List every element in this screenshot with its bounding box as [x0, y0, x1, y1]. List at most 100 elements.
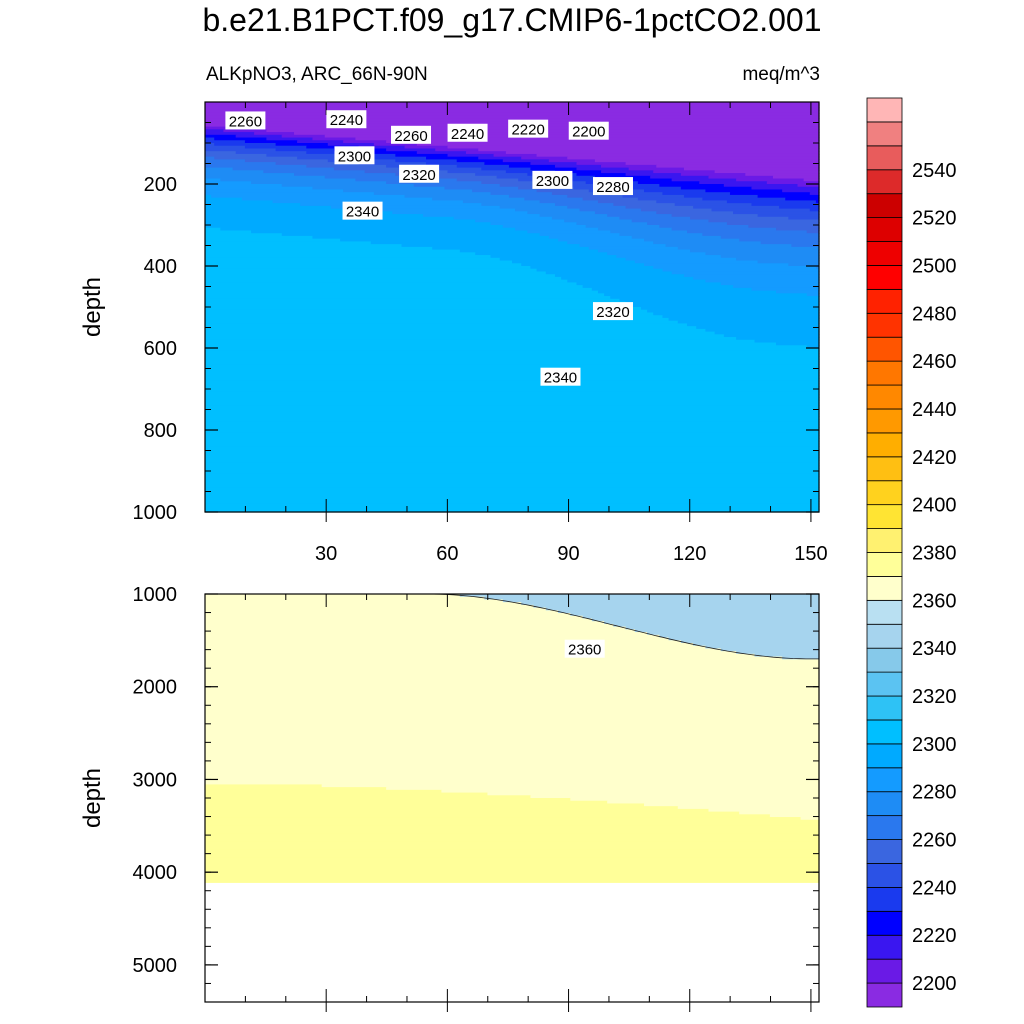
panel-2-fill: [205, 594, 820, 883]
colorbar-cell: [866, 719, 903, 745]
colorbar-tick-label: 2520: [912, 208, 957, 230]
colorbar-cell: [866, 767, 903, 793]
colorbar-cell: [866, 456, 903, 482]
colorbar-cell: [866, 384, 903, 410]
x-tick-label: 60: [436, 543, 458, 565]
svg-text:2320: 2320: [402, 167, 435, 184]
colorbar-cell: [866, 647, 903, 673]
svg-text:2240: 2240: [451, 126, 484, 143]
colorbar-cell: [866, 910, 903, 936]
svg-text:2340: 2340: [346, 204, 379, 221]
svg-text:2240: 2240: [330, 112, 363, 129]
colorbar-cell: [866, 839, 903, 864]
panel-1-fill: [205, 102, 820, 513]
svg-text:2320: 2320: [596, 304, 629, 321]
colorbar-cell: [866, 743, 903, 769]
contour-label: 2240: [326, 110, 367, 129]
contour-label: 2260: [225, 111, 266, 130]
colorbar-tick-label: 2260: [912, 830, 957, 852]
colorbar-tick-label: 2540: [912, 160, 957, 182]
y-tick-label: 3000: [133, 769, 178, 791]
svg-text:2360: 2360: [568, 642, 601, 659]
colorbar-cell: [866, 958, 903, 984]
colorbar-cell: [866, 408, 903, 434]
colorbar-tick-label: 2340: [912, 638, 957, 660]
y-tick-label: 1000: [133, 502, 178, 524]
colorbar-cell: [866, 504, 903, 529]
colorbar-tick-label: 2280: [912, 782, 957, 804]
contour-label: 2260: [391, 125, 432, 145]
colorbar-cell: [866, 528, 903, 553]
svg-text:2220: 2220: [511, 122, 544, 139]
x-tick-label: 150: [794, 543, 827, 565]
colorbar-cell: [866, 169, 903, 195]
colorbar-cell: [866, 552, 903, 577]
colorbar-cell: [866, 145, 903, 171]
colorbar-tick-label: 2320: [912, 686, 957, 708]
colorbar-cell: [866, 312, 903, 338]
colorbar-tick-label: 2460: [912, 351, 957, 373]
colorbar-tick-label: 2400: [912, 495, 957, 517]
y-tick-label: 200: [144, 174, 177, 196]
colorbar-tick-label: 2500: [912, 255, 957, 277]
colorbar-cell: [866, 193, 903, 219]
colorbar-cell: [866, 480, 903, 506]
y-axis-label: depth: [79, 277, 106, 337]
colorbar-cell: [866, 336, 903, 362]
x-tick-label: 120: [673, 543, 706, 565]
colorbar-cell: [866, 695, 903, 721]
contour-label: 2360: [564, 639, 605, 659]
colorbar-cell: [866, 982, 903, 1008]
y-tick-label: 1000: [133, 584, 178, 606]
contour-label: 2320: [399, 164, 440, 184]
svg-text:2340: 2340: [544, 370, 577, 387]
svg-text:2260: 2260: [229, 113, 262, 130]
colorbar-tick-label: 2440: [912, 399, 957, 421]
colorbar-cell: [866, 623, 903, 649]
colorbar-tick-label: 2420: [912, 447, 957, 469]
contour-label: 2320: [592, 302, 633, 321]
colorbar-cell: [866, 886, 903, 912]
svg-text:2200: 2200: [572, 124, 605, 141]
x-tick-label: 90: [557, 543, 579, 565]
colorbar-cell: [866, 241, 903, 266]
colorbar-cell: [866, 265, 903, 290]
y-tick-label: 4000: [133, 862, 178, 884]
colorbar-tick-label: 2300: [912, 734, 957, 756]
y-tick-label: 5000: [133, 955, 178, 977]
colorbar-tick-label: 2220: [912, 925, 957, 947]
colorbar-tick-label: 2380: [912, 543, 957, 565]
colorbar-cell: [866, 599, 903, 625]
svg-text:2300: 2300: [338, 148, 371, 165]
left-subtitle: ALKpNO3, ARC_66N-90N: [206, 64, 428, 85]
contour-label: 2300: [532, 170, 573, 190]
colorbar-cell: [866, 863, 903, 888]
y-axis-label: depth: [79, 768, 106, 828]
contour-label: 2200: [568, 121, 609, 141]
colorbar-cell: [866, 815, 903, 840]
panel-2-contour-lines: [427, 593, 819, 660]
y-tick-label: 800: [144, 420, 177, 442]
x-tick-label: 30: [315, 543, 337, 565]
y-tick-label: 600: [144, 338, 177, 360]
contour-label: 2340: [342, 201, 383, 221]
units-subtitle: meq/m^3: [742, 64, 820, 85]
colorbar-tick-label: 2360: [912, 590, 957, 612]
colorbar-cell: [866, 97, 903, 123]
colorbar-cell: [866, 360, 903, 386]
contour-label: 2340: [540, 367, 581, 387]
colorbar-cell: [866, 217, 903, 242]
colorbar-cell: [866, 288, 903, 314]
contour-label: 2240: [447, 123, 488, 143]
colorbar-tick-label: 2240: [912, 877, 957, 899]
colorbar-cell: [866, 791, 903, 817]
y-tick-label: 400: [144, 256, 177, 278]
colorbar-cell: [866, 934, 903, 960]
colorbar-tick-label: 2200: [912, 973, 957, 995]
colorbar-cell: [866, 432, 903, 458]
colorbar: [866, 97, 903, 1008]
colorbar-cell: [866, 671, 903, 697]
svg-text:2300: 2300: [536, 173, 569, 190]
chart-title: b.e21.B1PCT.f09_g17.CMIP6-1pctCO2.001: [202, 2, 822, 38]
